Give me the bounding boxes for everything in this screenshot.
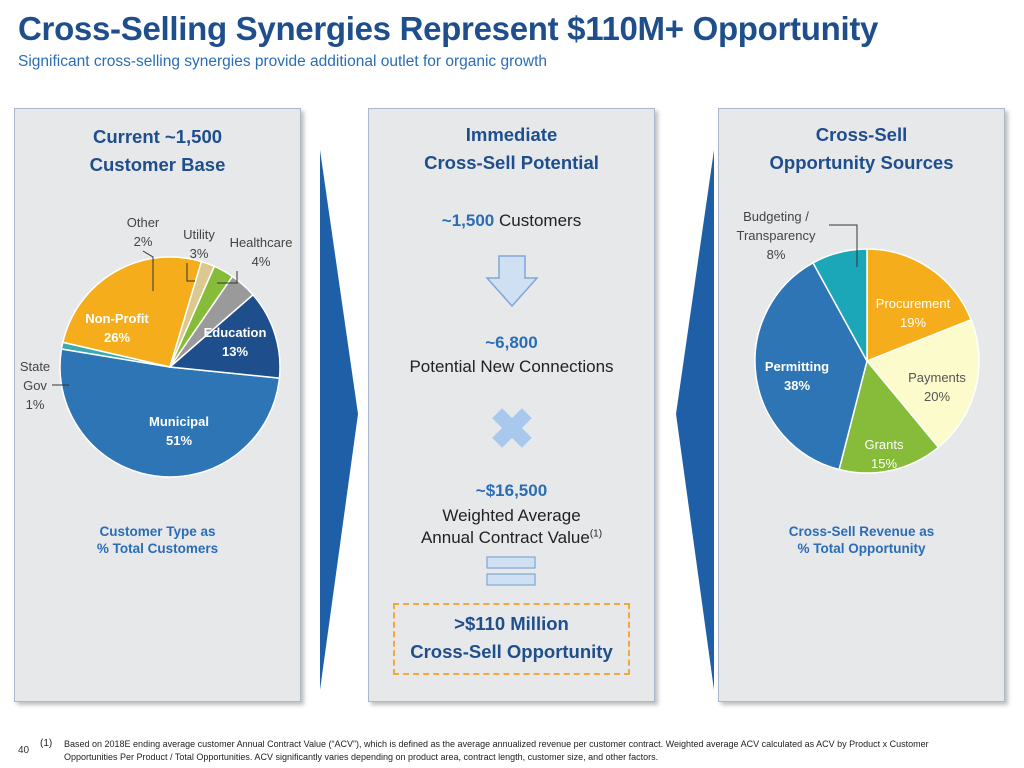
pie-value-non-profit: 26%: [104, 330, 130, 345]
pie-value-state-gov: 1%: [26, 397, 45, 412]
sources-heading-line2: Opportunity Sources: [769, 152, 954, 173]
pie-label-grants: Grants: [864, 437, 904, 452]
pie-label-state-gov: Gov: [23, 378, 47, 393]
leader-line-healthcare: [217, 271, 238, 284]
multiply-icon: [492, 408, 532, 448]
connections-value: ~6,800: [485, 333, 538, 352]
pie-label-healthcare: Healthcare: [230, 235, 293, 250]
pie-slice-education: [168, 293, 281, 379]
page-subtitle: Significant cross-selling synergies prov…: [18, 53, 547, 70]
pie-value-education: 13%: [222, 344, 248, 359]
customer-type-caption-line2: % Total Customers: [96, 541, 219, 556]
acv-footnote-ref: (1): [589, 528, 603, 540]
chevron-arrow-icon: [676, 150, 714, 690]
leader-line-budgeting-transparency: [829, 224, 858, 267]
pie-slice-budgeting-transparency: [812, 248, 868, 362]
revenue-caption-line2: % Total Opportunity: [797, 541, 926, 556]
customers-value: ~1,500: [441, 211, 495, 230]
opportunity-sources-panel: Cross-Sell Opportunity Sources Procureme…: [718, 108, 1005, 702]
connections-label: Potential New Connections: [409, 357, 614, 376]
pie-label-other: Other: [127, 215, 160, 230]
pie-label-non-profit: Non-Profit: [85, 311, 149, 326]
pie-value-healthcare: 4%: [252, 254, 271, 269]
pie-label-procurement: Procurement: [876, 296, 951, 311]
pie-value-procurement: 19%: [900, 315, 926, 330]
pie-label-state-gov: State: [20, 359, 50, 374]
pie-slice-grants: [838, 359, 940, 474]
opportunity-label: Cross-Sell Opportunity: [410, 641, 613, 662]
leader-line-other: [142, 250, 154, 291]
pie-label-budgeting-transparency: Transparency: [737, 228, 816, 243]
page-number: 40: [18, 745, 30, 756]
equals-icon: [486, 556, 536, 586]
pie-slice-non-profit: [61, 256, 203, 368]
pie-slice-procurement: [866, 248, 973, 363]
pie-label-utility: Utility: [183, 227, 215, 242]
pie-value-budgeting-transparency: 8%: [767, 247, 786, 262]
down-arrow-icon: [485, 255, 539, 308]
customer-base-heading-line1: Current ~1,500: [92, 126, 223, 147]
footnote-marker: (1): [40, 738, 53, 749]
pie-value-permitting: 38%: [784, 378, 810, 393]
cross-sell-opportunity-box: >$110 Million Cross-Sell Opportunity: [393, 603, 630, 675]
acv-label-text: Annual Contract Value: [420, 528, 590, 547]
cross-sell-potential-panel: Immediate Cross-Sell Potential ~1,500 Cu…: [368, 108, 655, 702]
potential-heading-line2: Cross-Sell Potential: [424, 152, 599, 173]
opportunity-sources-pie-chart: Procurement 19% Payments 20% Grants 15% Permit…: [737, 209, 980, 474]
customers-label: Customers: [499, 211, 582, 230]
sources-heading-line1: Cross-Sell: [815, 124, 908, 145]
pie-label-payments: Payments: [908, 370, 966, 385]
pie-value-municipal: 51%: [166, 433, 192, 448]
leader-line-utility: [186, 263, 195, 282]
customer-base-heading-line2: Customer Base: [89, 154, 226, 175]
customer-base-panel: Current ~1,500 Customer Base Municipal 51…: [14, 108, 301, 702]
acv-value: ~$16,500: [475, 481, 548, 500]
pie-value-payments: 20%: [924, 389, 950, 404]
customer-type-caption-line1: Customer Type as: [99, 524, 216, 539]
potential-heading-line1: Immediate: [465, 124, 558, 145]
customer-type-pie-chart: Municipal 51% State Gov 1% Non-Profit 26% Other…: [20, 215, 293, 478]
pie-label-budgeting-transparency: Budgeting /: [743, 209, 809, 224]
revenue-caption-line1: Cross-Sell Revenue as: [788, 524, 935, 539]
customers-count: ~1,500 Customers: [369, 211, 654, 231]
pie-value-grants: 15%: [871, 456, 897, 471]
acv-label-line2: Annual Contract Value(1): [369, 528, 654, 548]
page-title: Cross-Selling Synergies Represent $110M+…: [18, 10, 879, 47]
pie-slice-permitting: [754, 261, 868, 471]
chevron-arrow-icon: [320, 150, 358, 690]
pie-slice-municipal: [59, 348, 281, 478]
pie-label-municipal: Municipal: [149, 414, 209, 429]
pie-label-permitting: Permitting: [765, 359, 829, 374]
footnote-text: Based on 2018E ending average customer A…: [64, 739, 929, 762]
acv-label-line1: Weighted Average: [442, 506, 581, 525]
pie-value-other: 2%: [134, 234, 153, 249]
pie-slice-payments: [865, 318, 980, 449]
pie-label-education: Education: [204, 325, 267, 340]
pie-value-utility: 3%: [190, 246, 209, 261]
opportunity-value: >$110 Million: [454, 613, 569, 634]
